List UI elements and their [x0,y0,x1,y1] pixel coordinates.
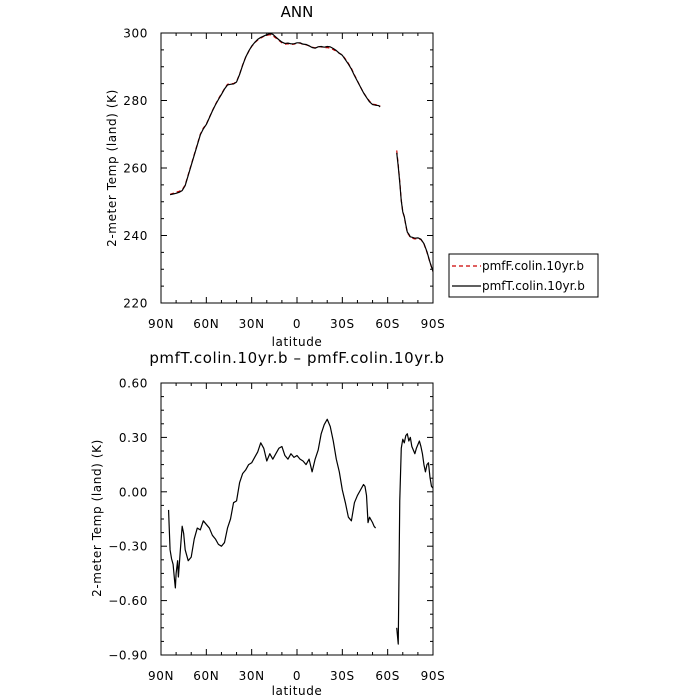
axis-ticks: 90N 60N 30N 0 30S 60S 90S −0.90 −0.60 −0.30 0.00 0.… [108,377,445,684]
y-tick-label: 300 [123,27,148,41]
y-tick-label: 0.30 [119,431,148,445]
x-tick-label: 90S [421,669,446,683]
x-axis-label: latitude [272,335,323,349]
series-line-difference [167,418,377,589]
legend: pmfF.colin.10yr.b pmfT.colin.10yr.b [448,253,599,298]
legend-label-pmfT: pmfT.colin.10yr.b [482,279,585,293]
y-axis-label: 2-meter Temp (land) (K) [105,89,119,247]
legend-label-pmfF: pmfF.colin.10yr.b [482,259,584,273]
legend-box [448,253,599,298]
y-tick-label: −0.90 [108,649,148,663]
chart-title: pmfT.colin.10yr.b – pmfF.colin.10yr.b [149,349,444,367]
x-tick-label: 30S [330,669,355,683]
x-tick-label: 60N [193,317,219,331]
x-tick-label: 0 [293,669,301,683]
x-tick-label: 60S [375,317,400,331]
y-tick-label: −0.60 [108,594,148,608]
y-tick-label: 280 [123,94,148,108]
plot-frame [160,382,434,656]
y-tick-label: 260 [123,162,148,176]
y-axis-label: 2-meter Temp (land) (K) [90,439,104,597]
x-axis-label: latitude [272,684,323,698]
series-line-pmfT [169,33,381,196]
series-line-pmfF [169,34,381,195]
series-lines [167,418,434,645]
x-tick-label: 90S [421,317,446,331]
axis-ticks: 90N 60N 30N 0 30S 60S 90S 220 240 260 280 300 [123,27,446,332]
chart-title: ANN [281,3,314,21]
chart-annual-temperature: ANN 2-meter Temp (land) (K) latitude 90N… [105,3,445,349]
x-tick-label: 60N [193,669,219,683]
x-tick-label: 0 [293,317,301,331]
y-tick-label: 0.60 [119,377,148,391]
x-tick-label: 90N [148,669,174,683]
plot-frame [160,32,434,304]
series-line-pmfT [396,152,434,272]
chart-difference: pmfT.colin.10yr.b – pmfF.colin.10yr.b 2-… [90,349,445,698]
y-tick-label: 220 [123,297,148,311]
y-tick-label: 240 [123,229,148,243]
y-tick-label: 0.00 [119,485,148,499]
y-tick-label: −0.30 [108,540,148,554]
x-tick-label: 30N [239,317,265,331]
x-tick-label: 60S [375,669,400,683]
x-tick-label: 30N [239,669,265,683]
x-tick-label: 30S [330,317,355,331]
x-tick-label: 90N [148,317,174,331]
series-line-difference [396,433,434,645]
series-lines [169,33,434,272]
